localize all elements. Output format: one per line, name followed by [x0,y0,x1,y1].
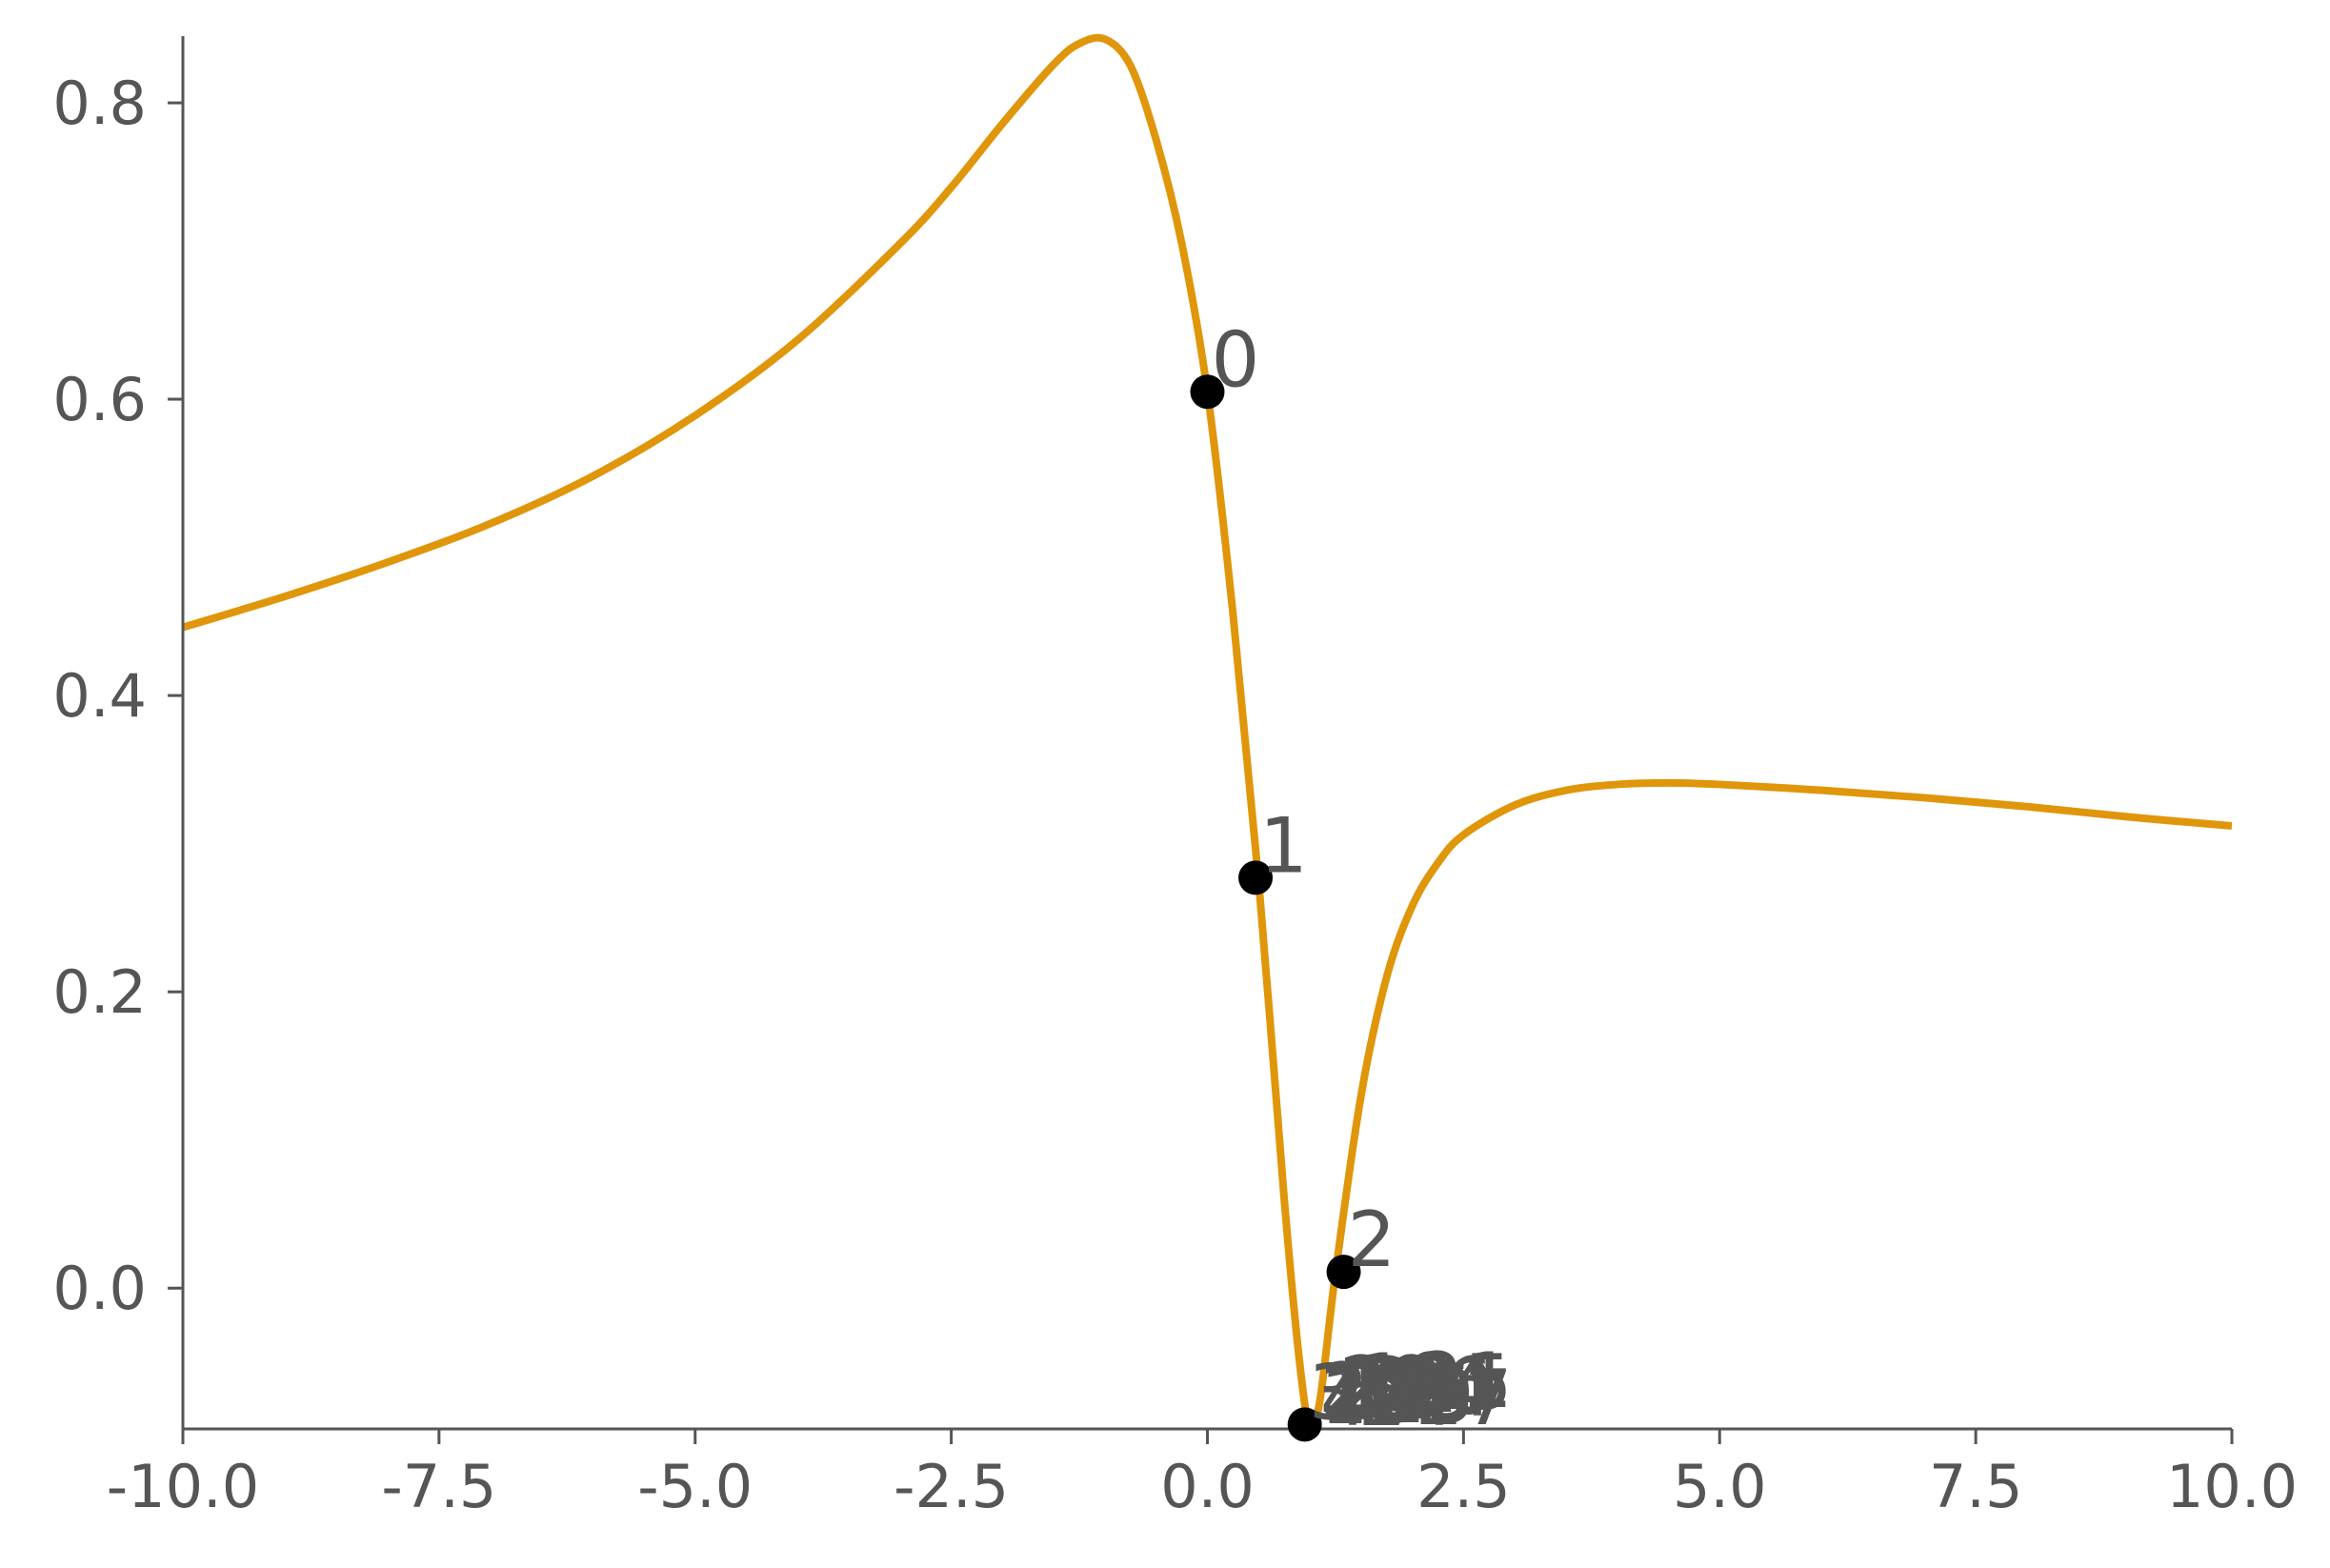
point-label: 27 [1416,1354,1513,1442]
point-label: 28 [1320,1347,1417,1436]
data-points [1190,374,1361,1442]
x-tick-label: -5.0 [637,1452,753,1521]
point-label: 2 [1348,1196,1396,1284]
point-label: 25 [1377,1348,1475,1437]
point-label: 17 [1339,1344,1436,1433]
point-label: 14 [1396,1345,1494,1434]
point-label: 19 [1377,1350,1475,1438]
point-label: 6 [1358,1341,1407,1430]
x-tick-label: 5.0 [1673,1452,1767,1521]
point-label: 3 [1309,1348,1357,1437]
series-line [183,33,2232,1429]
point-label: 5 [1339,1348,1388,1437]
data-point [1326,1255,1361,1290]
point-label: 13 [1377,1352,1475,1440]
point-labels: 0123456789101112131415161718192021222324… [1212,315,1513,1443]
point-label: 21 [1416,1337,1513,1425]
point-label: 23 [1339,1342,1436,1431]
y-tick-label: 0.4 [52,661,147,731]
point-label: 10 [1320,1353,1417,1441]
y-axis-ticks: 0.0 0.2 0.4 0.6 0.8 [52,69,183,1323]
point-label: 7 [1377,1354,1426,1442]
x-tick-label: 0.0 [1160,1452,1255,1521]
x-tick-label: -10.0 [107,1452,259,1521]
data-point [1287,1407,1322,1442]
plot-area [183,33,2232,1429]
point-label: 8 [1396,1347,1445,1436]
y-tick-label: 0.0 [52,1254,147,1323]
point-label: 12 [1358,1339,1456,1428]
data-point [1190,374,1225,410]
point-label: 0 [1212,315,1260,404]
point-label: 18 [1358,1337,1456,1426]
y-tick-label: 0.8 [52,69,147,138]
x-tick-label: 2.5 [1416,1452,1511,1521]
y-tick-label: 0.6 [52,365,147,434]
point-label: 16 [1320,1351,1417,1439]
x-tick-label: 10.0 [2166,1452,2298,1521]
x-tick-label: 7.5 [1929,1452,2023,1521]
y-tick-label: 0.2 [52,957,147,1027]
data-point [1238,860,1274,895]
point-label: 4 [1320,1355,1369,1443]
x-axis-ticks: -10.0 -7.5 -5.0 -2.5 0.0 2.5 5.0 7.5 10.0 [107,1429,2298,1521]
point-label: 11 [1339,1346,1436,1435]
point-label: 29 [1339,1340,1436,1429]
axes [181,36,2232,1431]
point-label: 26 [1396,1341,1494,1430]
point-label: 24 [1358,1355,1456,1443]
point-label: 20 [1396,1343,1494,1432]
point-label: 1 [1259,801,1308,890]
x-tick-label: -2.5 [894,1452,1009,1521]
x-tick-label: -7.5 [381,1452,496,1521]
point-label: 22 [1320,1349,1417,1437]
point-label: 15 [1416,1338,1513,1427]
point-label: 9 [1416,1340,1464,1429]
